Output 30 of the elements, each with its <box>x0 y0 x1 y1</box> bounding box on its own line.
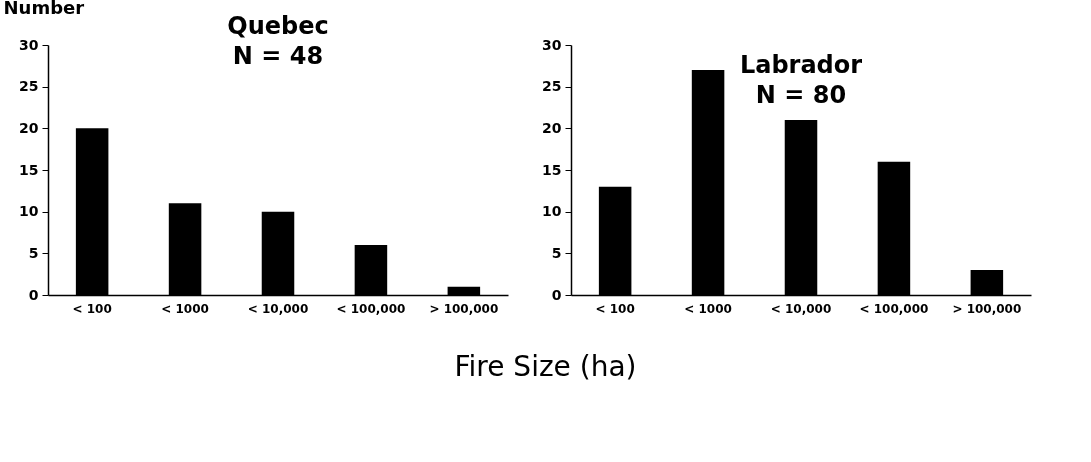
x-tick-label: < 1000 <box>161 301 209 316</box>
y-tick-label: 5 <box>551 244 562 261</box>
y-tick-label: 10 <box>542 203 562 220</box>
y-tick-label: 20 <box>19 119 39 136</box>
x-tick-label: < 100 <box>72 301 112 316</box>
y-tick-label: 5 <box>28 244 39 261</box>
y-tick-label: 0 <box>28 286 39 303</box>
y-tick-label: 15 <box>542 161 562 178</box>
x-tick-label: < 10,000 <box>770 301 832 316</box>
y-tick-label: 20 <box>542 119 562 136</box>
y-tick-label: 25 <box>542 78 562 95</box>
y-tick-label: 30 <box>19 36 39 53</box>
x-tick-label: < 100,000 <box>859 301 929 316</box>
y-tick-label: 0 <box>551 286 562 303</box>
y-axis-title: Number <box>3 0 85 18</box>
y-tick-label: 15 <box>19 161 39 178</box>
x-tick-label: > 100,000 <box>952 301 1022 316</box>
chart-title: Labrador <box>739 51 863 79</box>
x-tick-label: < 100 <box>595 301 635 316</box>
x-tick-label: < 100,000 <box>336 301 406 316</box>
x-tick-label: > 100,000 <box>429 301 499 316</box>
y-tick-label: 10 <box>19 203 39 220</box>
chart-subtitle: N = 48 <box>232 42 324 70</box>
chart-title: Quebec <box>227 12 329 40</box>
y-tick-label: 25 <box>19 78 39 95</box>
y-tick-label: 30 <box>542 36 562 53</box>
x-tick-label: < 10,000 <box>247 301 309 316</box>
x-axis-title: Fire Size (ha) <box>453 350 638 383</box>
text: N = 80 <box>755 81 847 109</box>
x-tick-label: < 1000 <box>684 301 732 316</box>
